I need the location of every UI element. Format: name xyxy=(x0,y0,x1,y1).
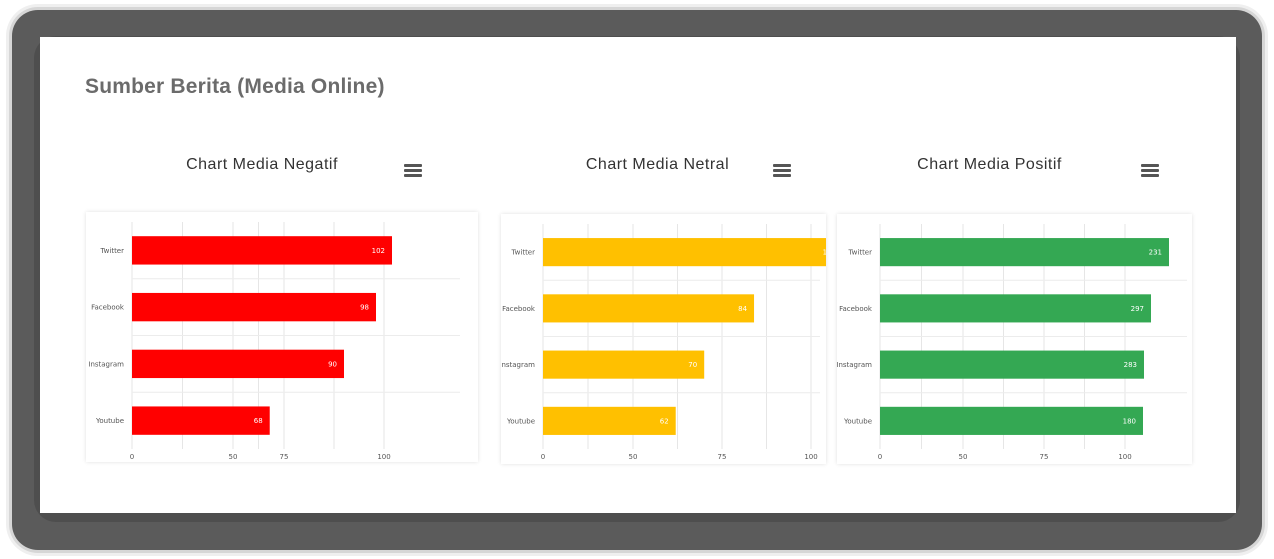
chart-title: Chart Media Netral xyxy=(495,156,820,174)
data-label: 283 xyxy=(1124,361,1137,369)
data-label: 90 xyxy=(328,360,337,368)
content-card: Sumber Berita (Media Online) Chart Media… xyxy=(40,37,1236,513)
data-label: 231 xyxy=(1149,249,1162,257)
data-label: 68 xyxy=(254,417,263,425)
category-label: Youtube xyxy=(843,417,872,425)
bar-chart-positif: Twitter 231 Facebook 297 Instagram 283 Youtube… xyxy=(837,214,1192,464)
category-label: Youtube xyxy=(506,417,535,425)
hamburger-menu-icon[interactable] xyxy=(404,164,422,178)
category-label: Facebook xyxy=(502,305,536,313)
chart-title: Chart Media Negatif xyxy=(66,156,458,174)
tick-label: 75 xyxy=(718,453,727,461)
bar-chart-netral: Twitter 109 Facebook 84 Instagram 70 Youtube 62… xyxy=(501,214,826,464)
bar xyxy=(132,236,392,264)
hamburger-menu-icon[interactable] xyxy=(1141,164,1159,178)
bar xyxy=(543,294,754,322)
chart-panel-negatif: Chart Media Negatif Twitter 102 Facebook 98… xyxy=(86,152,478,462)
bar xyxy=(880,351,1144,379)
chart-panel-netral: Chart Media Netral Twitter109Facebook84I… xyxy=(501,152,826,464)
bar xyxy=(880,407,1143,435)
tick-label: 75 xyxy=(1040,453,1049,461)
data-label: 109 xyxy=(823,249,826,257)
category-label: Facebook xyxy=(839,305,873,313)
bar xyxy=(132,293,376,321)
data-label: 84 xyxy=(738,305,747,313)
category-label: Youtube xyxy=(95,417,124,425)
bar xyxy=(880,238,1169,266)
bar-chart-negatif: Twitter 102 Facebook 98 Instagram 90 Youtube 68… xyxy=(86,212,478,462)
tick-label: 50 xyxy=(959,453,968,461)
data-label: 98 xyxy=(360,304,369,312)
data-label: 180 xyxy=(1123,417,1136,425)
category-label: Instagram xyxy=(501,361,535,369)
chart-title: Chart Media Positif xyxy=(812,156,1167,174)
bar xyxy=(132,406,270,434)
hamburger-menu-icon[interactable] xyxy=(773,164,791,178)
chart-panel-positif: Chart Media Positif Twitter 231 Facebook 29… xyxy=(837,152,1192,464)
data-label: 62 xyxy=(660,417,669,425)
tick-label: 0 xyxy=(130,453,134,461)
category-label: Instagram xyxy=(88,360,124,368)
category-label: Twitter xyxy=(848,249,873,257)
tick-label: 0 xyxy=(878,453,882,461)
tick-label: 100 xyxy=(377,453,390,461)
chart-plot-area: Twitter 102 Facebook 98 Instagram 90 Youtube 68… xyxy=(86,212,478,462)
data-label: 297 xyxy=(1131,305,1144,313)
data-label: 70 xyxy=(688,361,697,369)
bar xyxy=(543,407,676,435)
chart-plot-area: Twitter 231 Facebook 297 Instagram 283 Youtube… xyxy=(837,214,1192,464)
category-label: Instagram xyxy=(837,361,872,369)
bar xyxy=(132,350,344,378)
section-title: Sumber Berita (Media Online) xyxy=(85,75,385,99)
category-label: Twitter xyxy=(511,249,536,257)
tick-label: 50 xyxy=(229,453,238,461)
category-label: Facebook xyxy=(91,304,125,312)
tick-label: 75 xyxy=(280,453,289,461)
tick-label: 100 xyxy=(1118,453,1131,461)
tick-label: 100 xyxy=(804,453,817,461)
tick-label: 0 xyxy=(541,453,545,461)
bar xyxy=(880,294,1151,322)
tick-label: 50 xyxy=(629,453,638,461)
data-label: 102 xyxy=(372,247,385,255)
chart-plot-area: Twitter 109 Facebook 84 Instagram 70 Youtube 62… xyxy=(501,214,826,464)
bar xyxy=(543,351,704,379)
bar xyxy=(543,238,826,266)
category-label: Twitter xyxy=(100,247,125,255)
